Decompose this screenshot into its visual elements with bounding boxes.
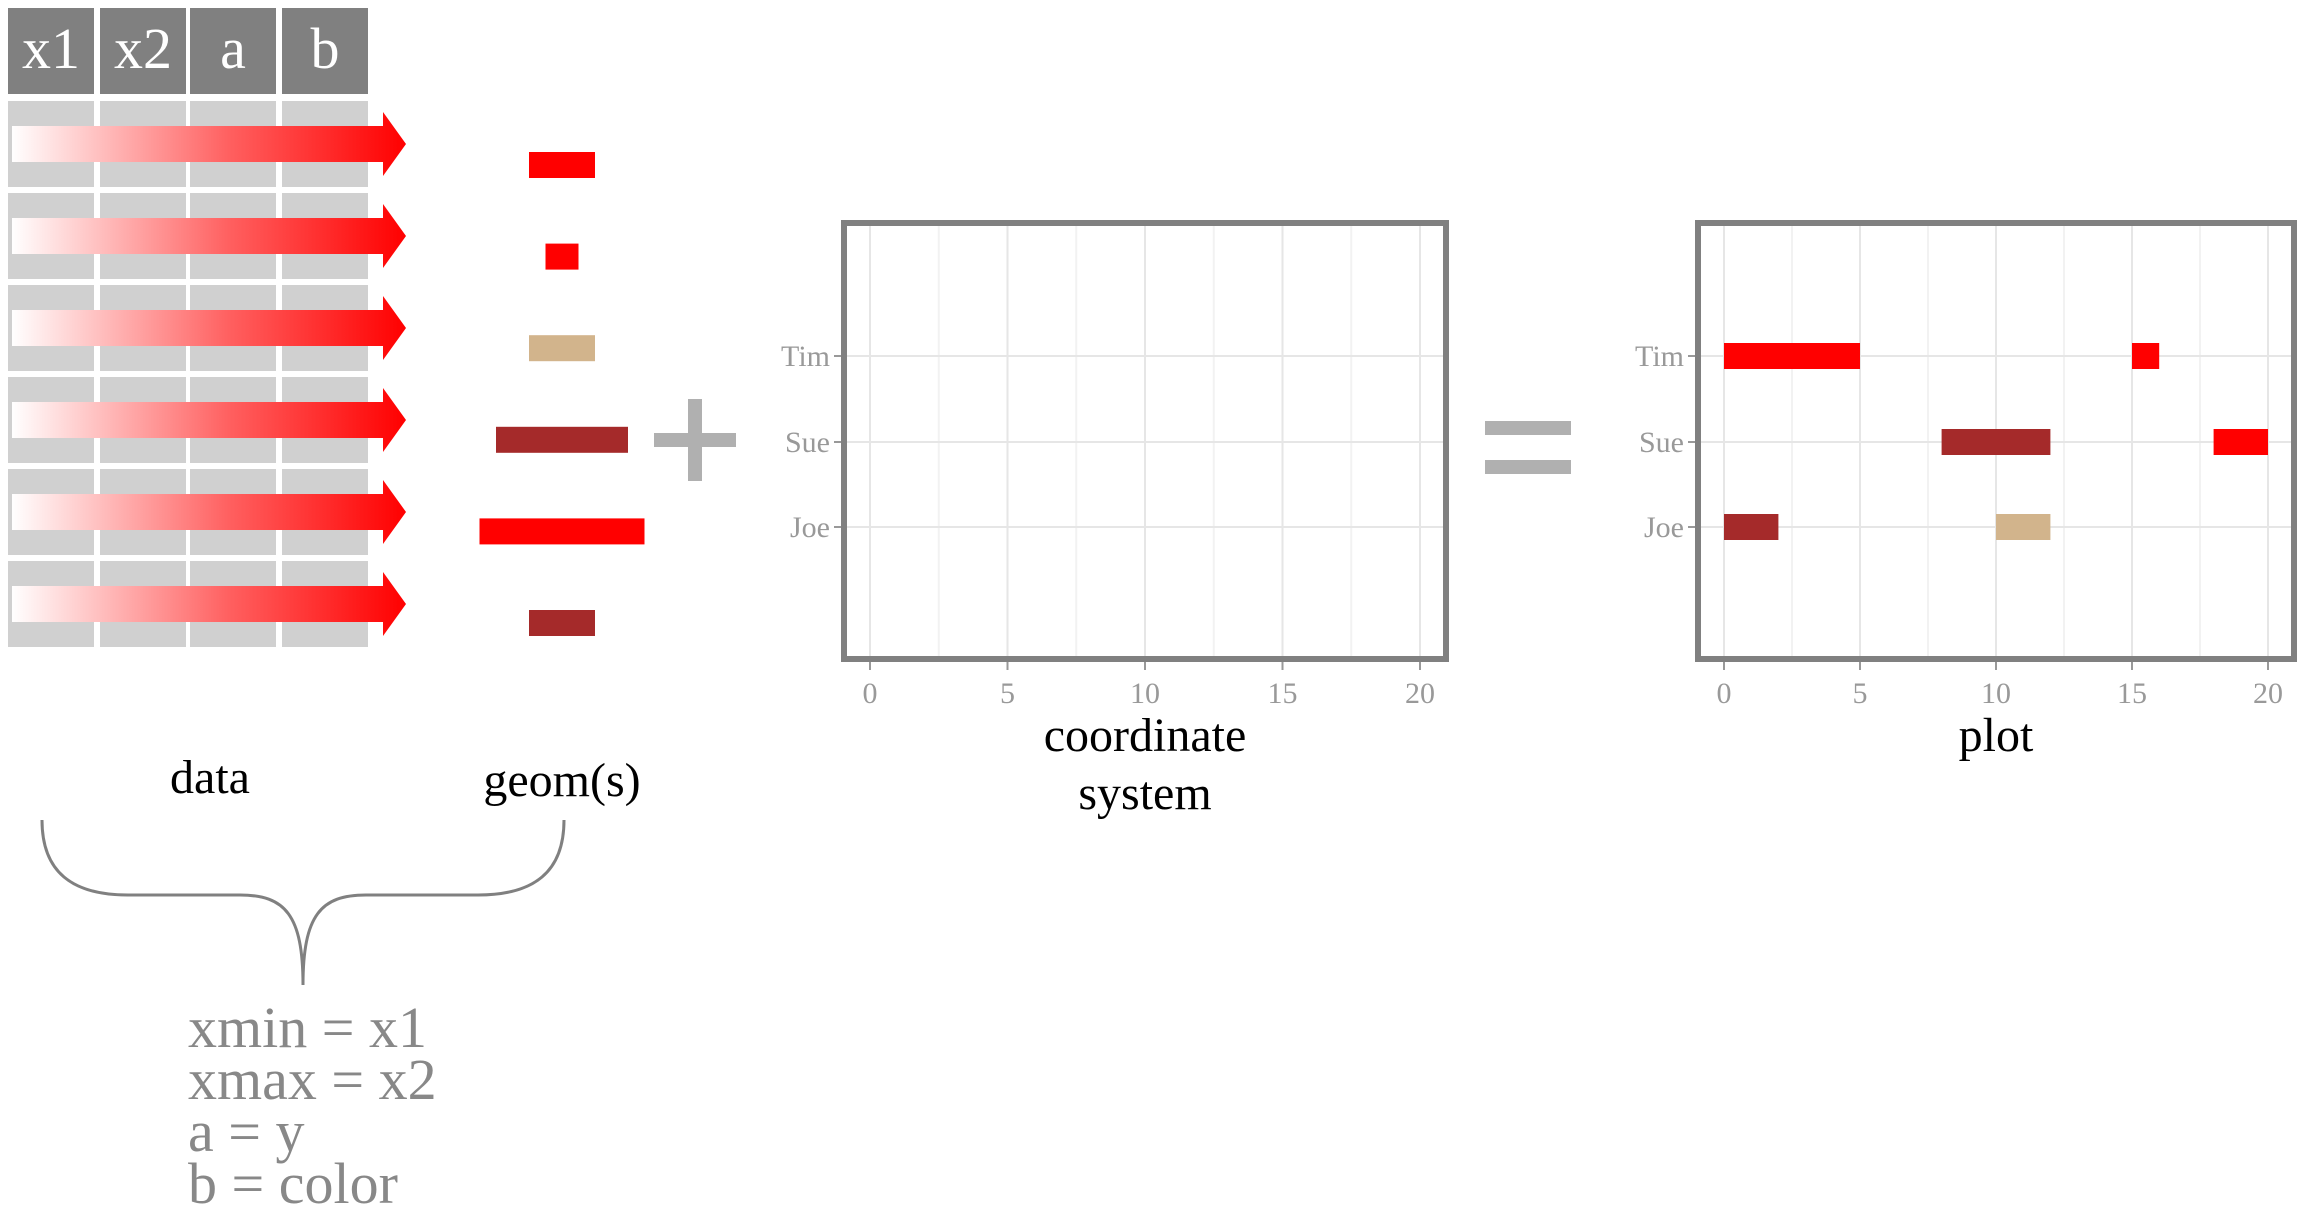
panel-frame	[841, 220, 1449, 662]
x-tick-label: 5	[1000, 677, 1015, 710]
y-tick-label: Tim	[781, 340, 830, 373]
geoms-label: geom(s)	[483, 754, 640, 807]
geoms-group	[479, 152, 645, 636]
x-tick-label: 15	[1268, 677, 1298, 710]
curly-brace	[40, 819, 566, 986]
y-tick-label: Tim	[1635, 340, 1684, 373]
geom-bar	[496, 426, 628, 453]
plot-label: plot	[1959, 709, 2034, 762]
geom-bar	[545, 243, 579, 270]
row-arrow	[12, 388, 406, 452]
row-arrow	[12, 572, 406, 636]
plot-segment	[1724, 343, 1860, 369]
plot-segment	[1941, 429, 2051, 455]
coordinate-label-line1: coordinate	[1044, 709, 1247, 762]
table-header-text: b	[311, 16, 340, 81]
data-label: data	[170, 751, 250, 804]
table-header-cell	[282, 8, 368, 94]
plot-panel: Tim Sue Joe 0 5 10 15 20	[1635, 220, 2297, 710]
table-header-text: x2	[114, 16, 172, 81]
table-header-cell	[8, 8, 94, 94]
x-tick-label: 20	[2253, 677, 2283, 710]
row-arrow	[12, 480, 406, 544]
x-tick-label: 5	[1853, 677, 1868, 710]
plus-operator	[654, 399, 736, 481]
mapping-line: xmin = x1	[188, 995, 427, 1060]
table-header-text: a	[220, 16, 246, 81]
mapping-line: b = color	[188, 1151, 398, 1212]
geom-bar	[529, 335, 595, 362]
row-arrows	[12, 112, 406, 636]
table-header-text: x1	[22, 16, 80, 81]
y-tick-label: Joe	[1644, 511, 1684, 544]
plot-segment	[1724, 514, 1779, 540]
table-header-cell	[190, 8, 276, 94]
plot-segment	[1996, 514, 2051, 540]
x-tick-label: 10	[1130, 677, 1160, 710]
x-tick-label: 20	[1405, 677, 1435, 710]
row-arrow	[12, 296, 406, 360]
geom-bar	[529, 152, 595, 178]
plot-segment	[2213, 429, 2268, 455]
panel-frame	[1695, 220, 2297, 662]
row-arrow	[12, 204, 406, 268]
table-header-cell	[100, 8, 186, 94]
x-tick-label: 0	[863, 677, 878, 710]
x-tick-label: 0	[1717, 677, 1732, 710]
row-arrow	[12, 112, 406, 176]
x-tick-label: 10	[1981, 677, 2011, 710]
coordinate-label-line2: system	[1078, 767, 1211, 820]
geom-bar	[479, 518, 645, 545]
plot-segment	[2132, 343, 2160, 369]
y-tick-label: Sue	[785, 426, 830, 459]
y-tick-label: Joe	[790, 511, 830, 544]
mapping-line: xmax = x2	[188, 1047, 437, 1112]
geom-bar	[529, 610, 595, 636]
y-tick-label: Sue	[1639, 426, 1684, 459]
x-tick-label: 15	[2117, 677, 2147, 710]
coordinate-system-panel: Tim Sue Joe 0 5 10 15 20	[781, 220, 1449, 710]
equals-operator	[1485, 421, 1571, 474]
mapping-line: a = y	[188, 1099, 304, 1164]
